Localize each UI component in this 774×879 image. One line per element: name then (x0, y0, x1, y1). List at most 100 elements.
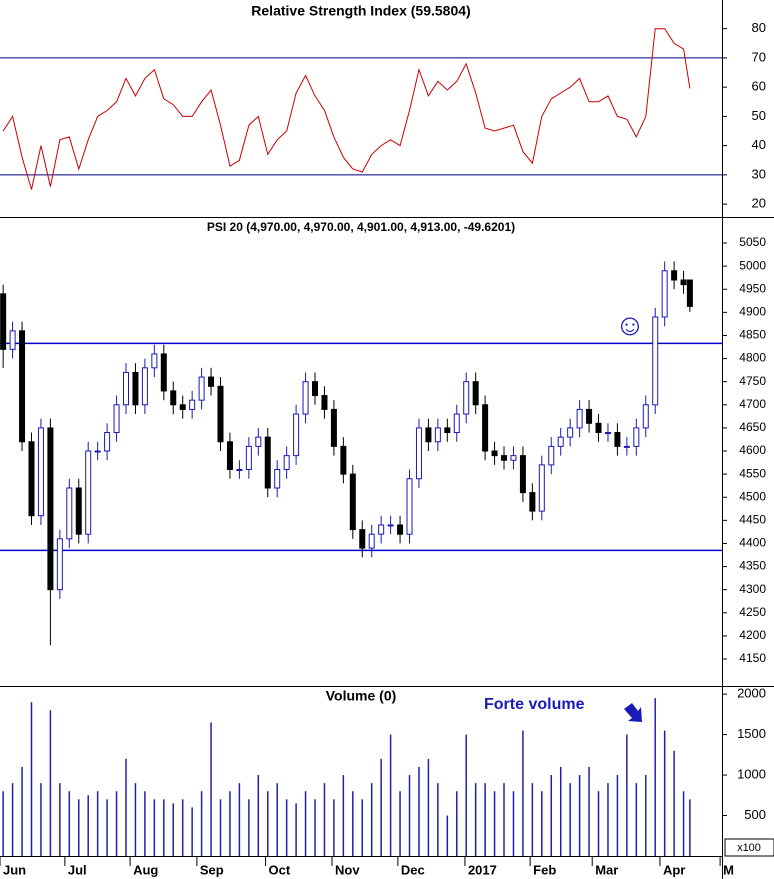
volume-bar (654, 698, 656, 856)
candle-body (37, 427, 44, 517)
volume-bar (68, 791, 71, 856)
x-tick-label: Sep (200, 862, 224, 877)
candle-body (123, 371, 130, 406)
candle-body (9, 330, 16, 350)
x-tick-label: Jul (68, 862, 87, 877)
x-tick-label: Dec (401, 862, 425, 877)
candle-body (661, 270, 668, 318)
candle-body (472, 381, 479, 406)
candle-body (349, 473, 356, 531)
candle-body (406, 478, 413, 535)
y-tick-label: 40 (752, 137, 766, 152)
candle-body (0, 293, 7, 350)
volume-title: Volume (0) (326, 688, 397, 704)
volume-bar (569, 783, 571, 856)
y-tick-label: 4500 (739, 489, 766, 503)
x-tick-label: 2017 (468, 862, 497, 877)
candle-body (415, 427, 422, 480)
volume-bar (578, 775, 581, 856)
volume-bar (210, 722, 212, 856)
candle-body (614, 432, 621, 447)
y-tick-label: 4250 (739, 605, 766, 619)
volume-bar (389, 734, 392, 856)
volume-bar (370, 783, 373, 856)
y-tick-label: 4350 (739, 559, 766, 573)
volume-bar (399, 791, 401, 856)
candle-body (113, 404, 120, 434)
volume-bar (645, 775, 647, 856)
volume-bar (49, 710, 52, 856)
y-tick-label: 5050 (739, 235, 766, 249)
candle-body (160, 353, 167, 392)
x-tick-label: Mar (595, 862, 618, 877)
x-tick-label: Feb (533, 862, 556, 877)
candle-body (453, 413, 460, 434)
y-tick-label: 4850 (739, 328, 766, 342)
y-tick-label: 4800 (739, 351, 766, 365)
candle-body (66, 487, 73, 540)
y-tick-label: 60 (752, 79, 766, 94)
candle-body (576, 408, 583, 429)
candle-body (642, 404, 649, 429)
candle-body (208, 376, 215, 387)
candle-body (321, 395, 328, 410)
volume-bar (106, 799, 108, 856)
y-tick-label: 500 (744, 807, 766, 822)
volume-bar (304, 791, 307, 856)
candle-body (274, 469, 281, 489)
candle-body (567, 427, 574, 438)
candle-body (586, 408, 593, 424)
candle-body (434, 427, 441, 443)
candle-body (633, 427, 640, 447)
y-tick-label: 70 (752, 49, 766, 64)
volume-bar (87, 795, 89, 856)
y-tick-label: 1000 (737, 766, 766, 781)
candle-body (28, 441, 35, 517)
volume-bar (144, 791, 146, 856)
candle-body (425, 427, 432, 443)
candle-body (330, 408, 337, 447)
volume-bar (626, 734, 628, 856)
volume-bar (352, 791, 354, 856)
y-tick-label: 80 (752, 20, 766, 35)
volume-bar (267, 791, 269, 856)
y-tick-label: 20 (752, 196, 766, 211)
volume-bar (115, 791, 118, 856)
volume-bar (333, 799, 335, 856)
volume-bar (663, 730, 666, 856)
volume-bar (522, 730, 524, 856)
volume-unit: x100 (737, 842, 761, 854)
volume-bar (276, 783, 278, 856)
candle-body (652, 316, 659, 406)
x-tick-label: M (723, 862, 734, 877)
candle-body (680, 279, 687, 286)
volume-bar (172, 803, 175, 856)
volume-bar (456, 791, 458, 856)
volume-bar (503, 783, 505, 856)
volume-bar (59, 783, 61, 856)
smiley-annotation: ☺ (615, 309, 646, 342)
x-tick-label: Aug (133, 862, 158, 877)
volume-bar (408, 775, 411, 856)
volume-bar (238, 783, 241, 856)
candle-body (302, 381, 309, 415)
volume-bar (474, 783, 477, 856)
candle-body (293, 413, 300, 457)
candle-body (491, 450, 498, 457)
volume-bar (229, 791, 231, 856)
volume-bar (163, 799, 165, 856)
candle-body (595, 422, 602, 434)
x-tick-label: Oct (269, 862, 291, 877)
volume-bar (21, 766, 23, 856)
volume-bar (314, 799, 316, 856)
candle-body (255, 436, 262, 447)
volume-bar (191, 807, 193, 856)
volume-bar (323, 783, 326, 856)
candle-body (283, 455, 290, 471)
candle-body (264, 436, 271, 489)
candle-body (340, 445, 347, 475)
candle-body (236, 469, 243, 472)
candle-body (19, 330, 26, 443)
volume-bar (512, 791, 515, 856)
